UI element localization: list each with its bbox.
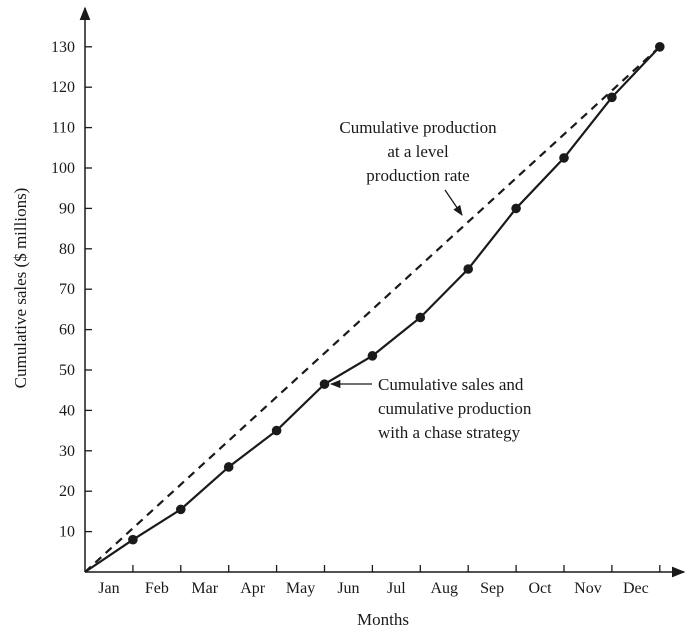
y-tick-label: 130 [51, 39, 75, 56]
x-tick-label: Aug [430, 580, 458, 597]
x-tick-label: Oct [528, 580, 552, 597]
data-point [128, 534, 138, 545]
x-tick-label: Dec [623, 580, 649, 597]
level-annotation-arrow [444, 189, 463, 216]
data-point [319, 379, 330, 389]
y-tick-label: 60 [59, 322, 75, 339]
y-tick-label: 10 [59, 524, 75, 541]
data-points [128, 42, 665, 545]
y-tick-label: 110 [52, 120, 75, 137]
x-ticks: Jan Feb Mar Apr May Jun Jul Aug Sep Oct Nov Dec [98, 565, 661, 597]
level-annotation-line-3: production rate [366, 166, 469, 185]
data-point [176, 504, 186, 515]
chase-annotation-line-1: Cumulative sales and [378, 375, 524, 394]
y-ticks: 10 20 30 40 50 60 70 80 90 100 110 120 130 [51, 39, 92, 541]
y-tick-label: 50 [59, 362, 75, 379]
x-tick-label: Jul [387, 580, 406, 597]
data-point [511, 203, 521, 214]
chase-annotation-line-2: cumulative production [378, 399, 532, 418]
data-point [367, 351, 378, 361]
y-tick-label: 80 [59, 241, 75, 258]
y-tick-label: 70 [59, 281, 75, 298]
data-point [415, 312, 426, 323]
x-axis-title: Months [357, 610, 409, 629]
chase-annotation: Cumulative sales and cumulative producti… [329, 375, 532, 442]
y-tick-label: 100 [51, 160, 75, 177]
data-point [607, 92, 617, 103]
level-annotation-line-1: Cumulative production [339, 118, 497, 137]
data-point [223, 462, 234, 472]
y-tick-label: 20 [59, 483, 75, 500]
y-tick-label: 120 [51, 79, 75, 96]
y-tick-label: 30 [59, 443, 75, 460]
data-point [463, 264, 474, 274]
x-tick-label: Nov [574, 580, 602, 597]
level-production-line [84, 45, 661, 573]
data-point [271, 425, 282, 436]
y-tick-label: 40 [59, 402, 75, 419]
x-tick-label: May [286, 580, 315, 597]
x-tick-label: Apr [240, 580, 266, 597]
x-tick-label: Jun [337, 580, 359, 597]
level-annotation: Cumulative production at a level product… [339, 118, 497, 216]
x-tick-label: Jan [98, 580, 119, 597]
x-tick-label: Feb [145, 580, 169, 597]
y-axis-title: Cumulative sales ($ millions) [11, 188, 30, 389]
x-tick-label: Sep [480, 580, 504, 597]
y-tick-label: 90 [59, 200, 75, 217]
data-point [655, 42, 665, 52]
x-tick-label: Mar [191, 580, 218, 597]
chase-annotation-line-3: with a chase strategy [378, 423, 521, 442]
data-point [559, 153, 569, 163]
level-annotation-line-2: at a level [387, 142, 449, 161]
